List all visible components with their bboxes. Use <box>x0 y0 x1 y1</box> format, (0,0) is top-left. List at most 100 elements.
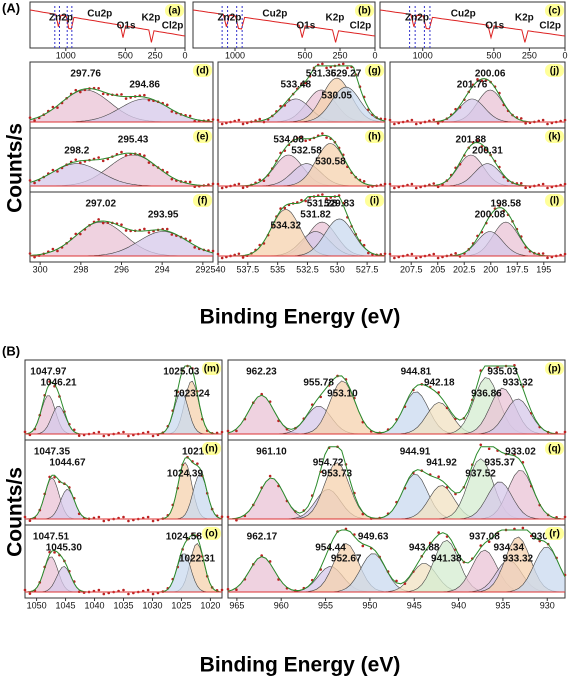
peak-label: 941.38 <box>431 554 462 565</box>
data-point <box>216 182 220 186</box>
panel-id-badge <box>545 4 564 17</box>
x-tick-label: 298 <box>73 264 88 274</box>
peak-label: 944.91 <box>400 447 431 458</box>
peak-label: 1047.97 <box>30 367 67 378</box>
data-point <box>395 579 398 583</box>
panel-id: (f) <box>198 196 208 207</box>
peak-label: 298.2 <box>64 146 89 157</box>
data-point <box>283 206 287 210</box>
data-point <box>120 223 123 226</box>
peak-label: 962.23 <box>246 367 277 378</box>
peak-label: 200.31 <box>472 146 503 157</box>
x-axis-label: Binding Energy (eV) <box>200 306 401 329</box>
y-axis-label: Counts/s <box>4 123 27 213</box>
data-point <box>170 177 174 181</box>
data-point <box>388 182 392 186</box>
data-point <box>102 519 106 523</box>
panel-id: (q) <box>548 444 561 455</box>
data-point <box>321 132 324 135</box>
data-point <box>188 239 192 242</box>
peak-label: Cu2p <box>262 9 287 20</box>
peak-label: 952.67 <box>331 554 362 565</box>
section-label: (A) <box>2 0 20 15</box>
data-point <box>48 380 51 383</box>
data-point <box>541 182 545 186</box>
panel-id-badge <box>545 194 564 207</box>
data-point <box>28 116 32 119</box>
data-point <box>519 117 523 120</box>
peak-label: 935.03 <box>487 367 518 378</box>
data-point <box>241 122 245 126</box>
data-point <box>102 592 106 596</box>
peak-label: 1021.79 <box>182 447 219 458</box>
peak-label: K2p <box>515 13 534 24</box>
peak-label: Cu2p <box>87 9 112 20</box>
data-point <box>258 117 262 121</box>
peak-label: 1024.39 <box>167 469 204 480</box>
data-point <box>211 249 215 253</box>
data-point <box>220 588 224 592</box>
peak-label: 1022.31 <box>179 554 216 565</box>
panel-id: (a) <box>168 6 180 17</box>
peak-label: 1025.03 <box>163 367 200 378</box>
x-tick-label: 540 <box>210 264 225 274</box>
data-point <box>165 171 169 174</box>
peak-label: 934.34 <box>493 543 524 554</box>
panel-id: (n) <box>205 444 218 455</box>
data-point <box>432 118 436 122</box>
x-tick-label: 535 <box>270 264 285 274</box>
panel-id: (d) <box>196 66 209 77</box>
panel-id-badge <box>202 362 221 375</box>
data-point <box>235 588 238 592</box>
peak-label: K2p <box>326 13 345 24</box>
data-point <box>124 97 128 100</box>
panel-id: (r) <box>549 529 560 540</box>
x-tick-label: 500 <box>118 50 133 60</box>
peak-label: 937.52 <box>465 469 496 480</box>
data-point <box>220 515 224 518</box>
peak-label: 936.86 <box>471 389 502 400</box>
data-point <box>300 198 303 202</box>
peak-label: Zn2p <box>49 13 73 24</box>
peak-label: 531.82 <box>300 210 331 221</box>
panel-id-badge <box>193 194 212 207</box>
data-point <box>436 122 440 125</box>
data-point <box>127 434 130 438</box>
data-point <box>28 592 32 595</box>
data-point <box>241 186 245 190</box>
peak-label: O1s <box>117 21 136 32</box>
data-point <box>235 429 238 433</box>
data-point <box>151 519 155 523</box>
data-point <box>97 86 100 90</box>
x-tick-label: 0 <box>182 50 187 60</box>
peak-label: 293.95 <box>148 210 179 221</box>
x-tick-label: 296 <box>114 264 129 274</box>
data-point <box>97 588 101 592</box>
data-point <box>170 110 174 113</box>
peak-label: 531.36 <box>306 69 337 80</box>
peak-label: Cl2p <box>539 21 561 32</box>
x-tick-label: 530 <box>330 264 345 274</box>
data-point <box>147 98 151 102</box>
panel-id: (m) <box>204 364 220 375</box>
data-point <box>28 519 32 523</box>
data-point <box>127 592 130 596</box>
x-tick-label: 532.5 <box>296 264 319 274</box>
peak-label: 1047.35 <box>34 447 71 458</box>
peak-label: 1024.58 <box>166 532 203 543</box>
data-point <box>432 182 436 185</box>
x-axis-label: Binding Energy (eV) <box>200 654 401 677</box>
peak-label: 954.44 <box>315 543 346 554</box>
x-tick-label: 300 <box>33 264 48 274</box>
peak-label: K2p <box>141 13 160 24</box>
panel-id: (g) <box>368 66 381 77</box>
peak-label: 935.37 <box>484 458 515 469</box>
data-point <box>432 252 436 256</box>
data-point <box>410 182 414 186</box>
data-point <box>321 62 324 66</box>
data-point <box>97 515 101 519</box>
data-point <box>436 256 440 260</box>
data-point <box>383 117 387 121</box>
data-point <box>151 434 155 438</box>
data-point <box>563 182 567 186</box>
